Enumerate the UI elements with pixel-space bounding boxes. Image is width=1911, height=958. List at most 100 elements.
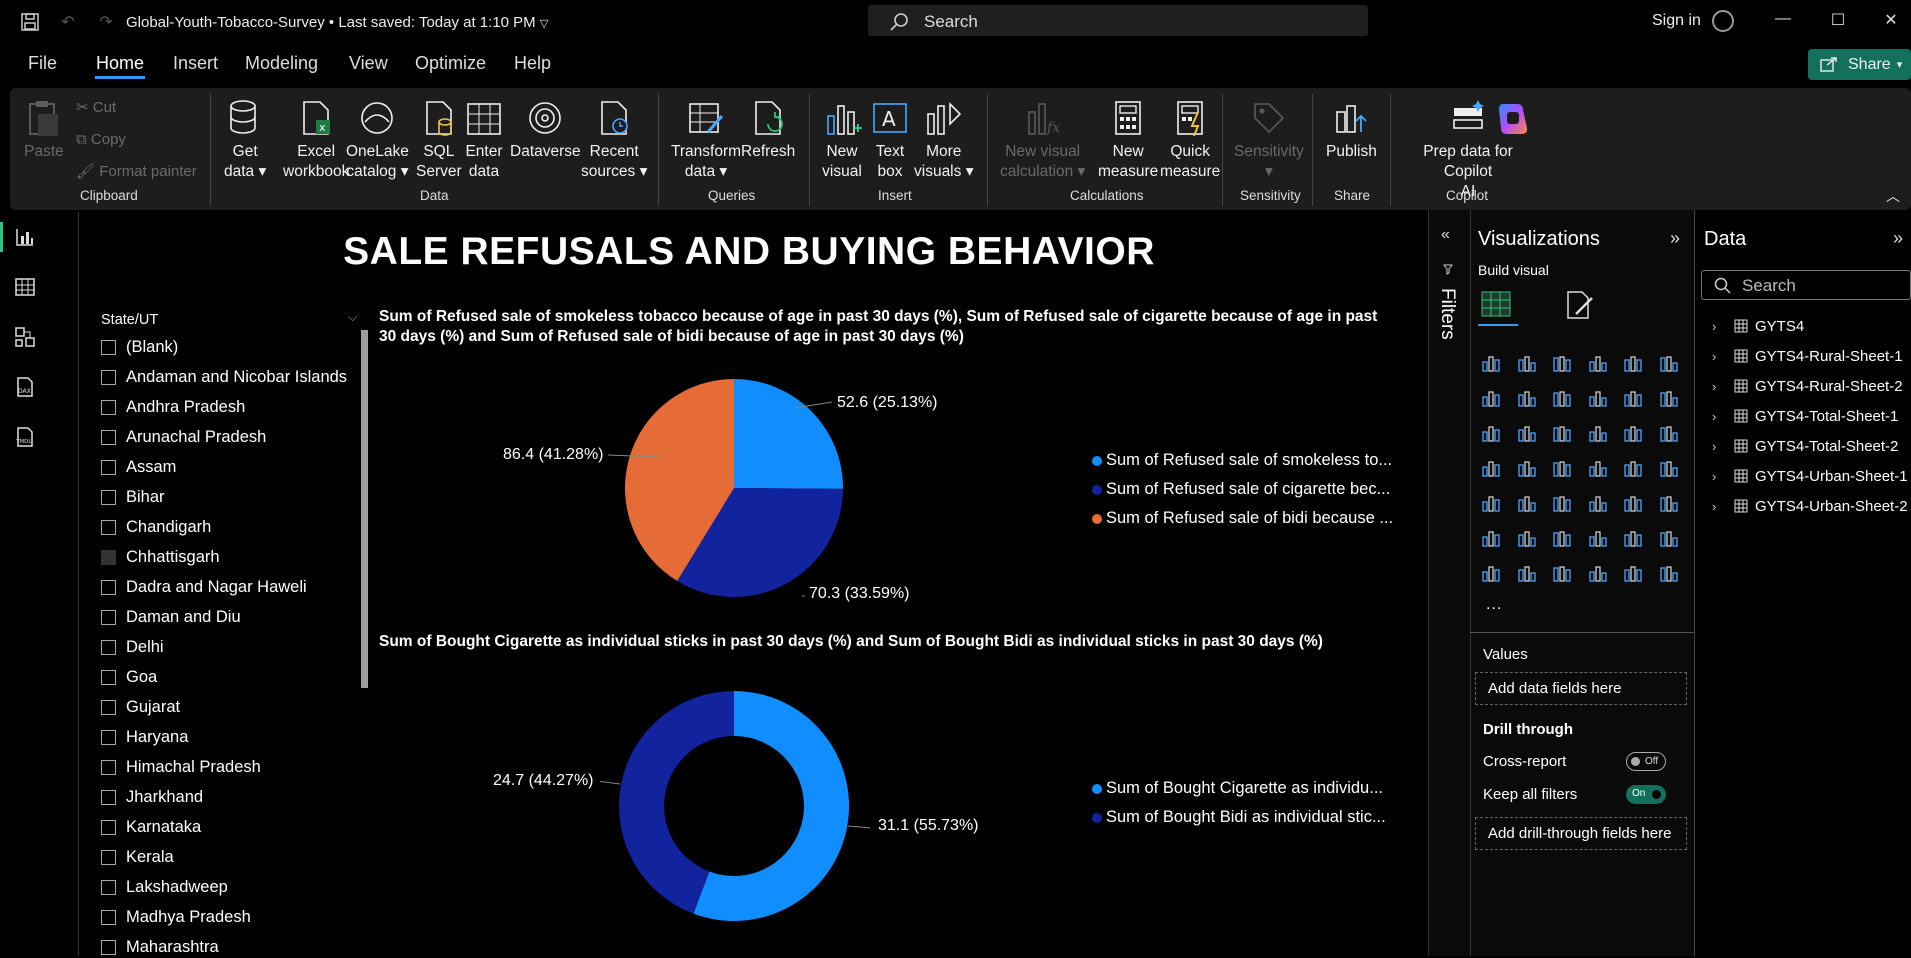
100-column-visual-icon[interactable] [1658, 352, 1682, 376]
slicer-item[interactable]: Goa [101, 666, 157, 688]
chevron-visual-icon[interactable] [1658, 562, 1682, 586]
save-icon[interactable] [18, 10, 42, 34]
power-apps-visual-icon[interactable] [1516, 562, 1540, 586]
slicer-item[interactable]: Himachal Pradesh [101, 756, 261, 778]
slicer-item[interactable]: Madhya Pradesh [101, 906, 251, 928]
new-visual-calculation-button[interactable]: fx New visual calculation ▾ [1000, 98, 1085, 182]
slicer-item[interactable]: Chhattisgarh [101, 546, 220, 568]
slicer-item[interactable]: Karnataka [101, 816, 201, 838]
collapse-viz-icon[interactable]: » [1670, 228, 1681, 248]
slicer-scrollbar[interactable] [361, 330, 368, 688]
filters-pane-collapsed[interactable] [1428, 210, 1470, 956]
slicer-checkbox[interactable] [101, 549, 116, 565]
menu-insert[interactable]: Insert [173, 53, 219, 73]
slicer-checkbox[interactable] [101, 909, 116, 925]
slicer-checkbox[interactable] [101, 669, 116, 685]
chevron-right-icon[interactable]: › [1712, 438, 1717, 454]
100-bar-visual-icon[interactable] [1622, 352, 1646, 376]
slicer-visual-icon[interactable] [1551, 492, 1575, 516]
keep-all-filters-toggle[interactable]: On [1626, 785, 1666, 804]
funnel-visual-icon[interactable] [1551, 422, 1575, 446]
data-table-item[interactable]: › GYTS4-Urban-Sheet-1 [1712, 465, 1908, 487]
line-clustered-visual-icon[interactable] [1516, 422, 1540, 446]
search-input[interactable]: Search [868, 5, 1368, 36]
recent-sources-button[interactable]: Recent sources ▾ [581, 98, 647, 182]
refresh-button[interactable]: Refresh [741, 98, 795, 162]
paginated-visual-icon[interactable] [1480, 562, 1504, 586]
area-visual-icon[interactable] [1516, 387, 1540, 411]
values-drop-zone[interactable]: Add data fields here [1475, 672, 1687, 705]
cut-button[interactable]: ✂ Cut [76, 99, 117, 116]
diamond-visual-icon[interactable] [1622, 562, 1646, 586]
data-table-item[interactable]: › GYTS4 [1712, 315, 1804, 337]
chevron-right-icon[interactable]: › [1712, 378, 1717, 394]
enter-data-button[interactable]: Enter data [464, 98, 504, 182]
new-measure-button[interactable]: New measure [1098, 98, 1158, 182]
pie-slice-2[interactable] [625, 379, 734, 582]
slicer-item[interactable]: Gujarat [101, 696, 180, 718]
map-visual-icon[interactable] [1516, 457, 1540, 481]
slicer-item[interactable]: Delhi [101, 636, 164, 658]
legend-item[interactable]: Sum of Bought Bidi as individual stic... [1092, 808, 1386, 827]
copy-button[interactable]: ⧉ Copy [76, 131, 126, 148]
data-table-item[interactable]: › GYTS4-Urban-Sheet-2 [1712, 495, 1908, 517]
chevron-right-icon[interactable]: › [1712, 318, 1717, 334]
multi-card-visual-icon[interactable] [1480, 492, 1504, 516]
slicer-item[interactable]: Assam [101, 456, 176, 478]
legend-item[interactable]: Sum of Refused sale of smokeless to... [1092, 451, 1392, 470]
power-automate-visual-icon[interactable] [1551, 562, 1575, 586]
r-visual-visual-icon[interactable] [1658, 492, 1682, 516]
slicer-item[interactable]: Maharashtra [101, 936, 219, 958]
data-table-item[interactable]: › GYTS4-Total-Sheet-2 [1712, 435, 1898, 457]
filled-map-visual-icon[interactable] [1551, 457, 1575, 481]
smart-narrative-visual-icon[interactable] [1622, 527, 1646, 551]
donut-visual-icon[interactable] [1658, 422, 1682, 446]
menu-help[interactable]: Help [514, 53, 552, 73]
menu-view[interactable]: View [349, 53, 388, 73]
maximize-icon[interactable]: ☐ [1830, 12, 1846, 29]
donut-slice-0[interactable] [693, 691, 850, 921]
slicer-item[interactable]: Chandigarh [101, 516, 211, 538]
cross-report-toggle[interactable]: Off [1626, 752, 1666, 771]
ribbon-visual-icon[interactable] [1622, 387, 1646, 411]
slicer-checkbox[interactable] [101, 729, 116, 745]
expand-filters-icon[interactable]: « [1441, 226, 1450, 243]
pie-chart[interactable] [600, 360, 870, 610]
slicer-checkbox[interactable] [101, 639, 116, 655]
copilot-button[interactable] [1493, 98, 1533, 142]
dataverse-button[interactable]: Dataverse [510, 98, 581, 162]
qna-visual-icon[interactable] [1587, 527, 1611, 551]
chevron-right-icon[interactable]: › [1712, 498, 1717, 514]
key-influencers-visual-icon[interactable] [1516, 527, 1540, 551]
slicer-item[interactable]: Dadra and Nagar Haweli [101, 576, 307, 598]
more-visuals-ellipsis[interactable]: ... [1486, 596, 1503, 613]
chevron-right-icon[interactable]: › [1712, 348, 1717, 364]
filters-label[interactable]: Filters [1437, 288, 1458, 340]
azure-map-visual-icon[interactable] [1587, 457, 1611, 481]
slicer-checkbox[interactable] [101, 609, 116, 625]
pie-slice-1[interactable] [677, 488, 843, 597]
excel-workbook-button[interactable]: x Excel workbook [283, 98, 349, 182]
data-table-item[interactable]: › GYTS4-Total-Sheet-1 [1712, 405, 1898, 427]
slicer-checkbox[interactable] [101, 819, 116, 835]
onelake-catalog-button[interactable]: OneLake catalog ▾ [346, 98, 409, 182]
legend-item[interactable]: Sum of Bought Cigarette as individu... [1092, 779, 1383, 798]
prep-data-copilot-button[interactable]: Prep data for Copilot AI [1398, 98, 1538, 202]
slicer-checkbox[interactable] [101, 399, 116, 415]
line-stacked-visual-icon[interactable] [1480, 422, 1504, 446]
close-icon[interactable]: ✕ [1884, 12, 1898, 29]
slicer-item[interactable]: Arunachal Pradesh [101, 426, 266, 448]
file-title[interactable]: Global-Youth-Tobacco-Survey • Last saved… [126, 14, 549, 31]
slicer-checkbox[interactable] [101, 699, 116, 715]
line-column-visual-icon[interactable] [1587, 387, 1611, 411]
new-visual-button[interactable]: New visual [822, 98, 862, 182]
slicer-item[interactable]: Andhra Pradesh [101, 396, 245, 418]
scatter-visual-icon[interactable] [1587, 422, 1611, 446]
data-search-input[interactable]: Search [1701, 270, 1911, 300]
slicer-item[interactable]: Daman and Diu [101, 606, 241, 628]
slicer-checkbox[interactable] [101, 879, 116, 895]
chevron-right-icon[interactable]: › [1712, 408, 1717, 424]
clustered-column-visual-icon[interactable] [1587, 352, 1611, 376]
get-data-button[interactable]: Get data ▾ [224, 98, 266, 182]
undo-icon[interactable]: ↶ [61, 14, 75, 31]
